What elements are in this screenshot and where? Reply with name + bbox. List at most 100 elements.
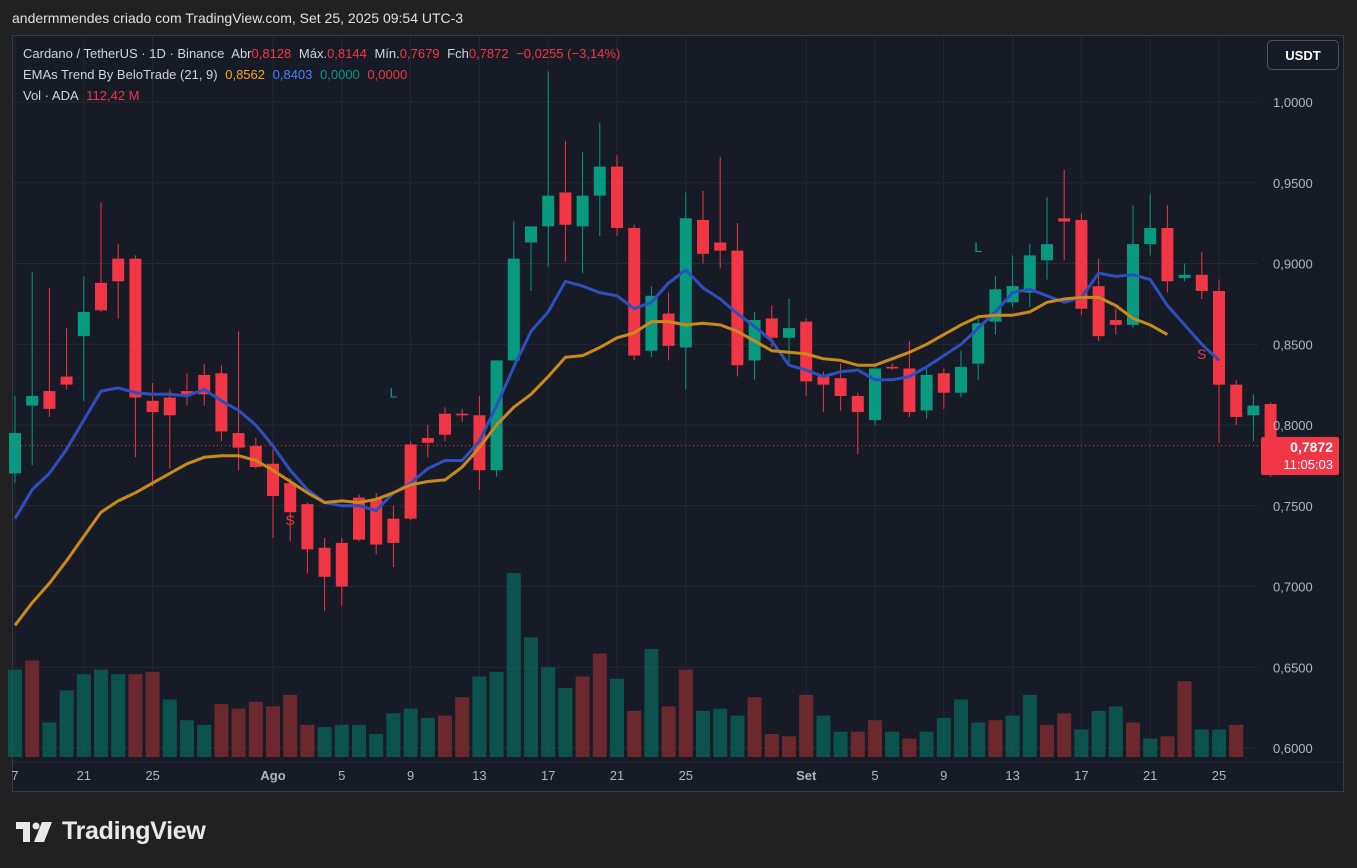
volume-bar: [644, 648, 659, 757]
volume-bar: [1143, 738, 1158, 757]
volume-bar: [76, 674, 91, 757]
y-tick-label: 0,7000: [1273, 580, 1313, 595]
volume-bar: [403, 708, 418, 757]
volume-bar: [558, 688, 573, 757]
volume-bar: [902, 738, 917, 757]
indicator-value-1: 0,8562: [225, 67, 265, 82]
candle-body: [249, 445, 262, 467]
brand-name: TradingView: [62, 817, 206, 845]
candle-body: [869, 368, 881, 421]
volume-bar: [524, 637, 538, 757]
candle-body: [507, 258, 520, 361]
x-tick-label: 25: [145, 768, 159, 783]
x-tick-label: Ago: [260, 768, 285, 783]
x-tick-label: 5: [338, 768, 345, 783]
candle-body: [611, 166, 623, 228]
candle-body: [1023, 255, 1036, 293]
volume-bar: [885, 731, 900, 757]
volume-bar: [833, 731, 848, 757]
candle-body: [439, 413, 451, 435]
candle-body: [232, 433, 245, 448]
candle-body: [920, 374, 933, 411]
volume-bar: [266, 706, 280, 757]
candle-body: [697, 219, 709, 254]
candle-body: [886, 366, 899, 369]
volume-bar: [317, 727, 332, 757]
x-tick-label: 25: [679, 768, 693, 783]
x-tick-label: 17: [1074, 768, 1088, 783]
volume-bar: [111, 674, 126, 757]
volume-bar: [1194, 729, 1209, 757]
candle-body: [731, 250, 744, 366]
candle-body: [542, 195, 555, 227]
volume-bar: [575, 676, 590, 757]
volume-bar: [919, 731, 934, 757]
volume-bar: [1057, 713, 1072, 757]
candle-body: [77, 311, 90, 337]
volume-bar: [782, 736, 796, 757]
volume-bar: [352, 724, 366, 757]
candle-body: [800, 321, 813, 382]
volume-bar: [94, 669, 108, 757]
volume-bar: [868, 720, 882, 757]
y-tick-label: 0,6500: [1273, 660, 1313, 675]
volume-legend[interactable]: Vol · ADA 112,42 M: [23, 88, 144, 103]
x-tick-label: 13: [472, 768, 486, 783]
volume-bar: [627, 711, 642, 757]
candle-body: [559, 192, 572, 225]
volume-bar: [283, 694, 298, 757]
volume-bar: [472, 676, 487, 757]
candle-body: [593, 166, 606, 196]
signal-marker: L: [390, 385, 398, 401]
volume-bar: [1126, 722, 1140, 757]
candle-body: [95, 282, 107, 311]
volume-bar: [1040, 724, 1054, 757]
volume-bar: [1177, 681, 1192, 757]
volume-bar: [764, 734, 779, 757]
candle-body: [955, 366, 967, 393]
open-label: Abr: [231, 46, 252, 61]
candle-body: [387, 518, 400, 543]
change-value: −0,0255 (−3,14%): [516, 46, 621, 61]
volume-bar: [936, 717, 951, 757]
candle-body: [972, 323, 985, 364]
candle-body: [43, 391, 56, 409]
y-tick-label: 1,0000: [1273, 95, 1313, 110]
volume-bar: [954, 699, 968, 757]
candle-body: [301, 504, 314, 550]
x-tick-label: 13: [1005, 768, 1019, 783]
volume-bar: [489, 671, 504, 757]
volume-bar: [334, 724, 349, 757]
volume-bar: [420, 717, 435, 757]
candle-body: [1178, 274, 1191, 279]
volume-bar: [799, 694, 814, 757]
volume-bar: [128, 674, 143, 757]
indicator-legend[interactable]: EMAs Trend By BeloTrade (21, 9) 0,8562 0…: [23, 67, 411, 82]
volume-bar: [661, 706, 676, 757]
volume-bar: [386, 713, 401, 757]
volume-bar: [747, 697, 762, 757]
candle-body: [662, 313, 675, 346]
close-value: 0,7872: [468, 46, 509, 61]
volume-bar: [248, 701, 263, 757]
signal-marker: S: [767, 323, 776, 339]
candle-body: [714, 242, 727, 251]
candle-body: [490, 360, 503, 471]
tradingview-logo-icon: [16, 821, 52, 842]
volume-bar: [1022, 694, 1037, 757]
y-tick-label: 0,7500: [1273, 499, 1313, 514]
symbol-legend[interactable]: Cardano / TetherUS · 1D · Binance Abr0,8…: [23, 46, 624, 61]
chart-frame[interactable]: [12, 35, 1344, 792]
candle-body: [129, 258, 142, 398]
volume-bar: [730, 715, 745, 757]
volume-bar: [592, 653, 607, 757]
currency-button[interactable]: USDT: [1267, 40, 1339, 70]
tradingview-logo[interactable]: TradingView: [16, 817, 206, 846]
last-price-tag: 0,7872 11:05:03: [1261, 437, 1339, 475]
volume-bar: [455, 697, 470, 757]
candle-body: [60, 376, 73, 385]
chart-caption: andermmendes criado com TradingView.com,…: [12, 10, 464, 26]
symbol-line: Cardano / TetherUS · 1D · Binance: [23, 46, 225, 61]
volume-bar: [145, 671, 160, 757]
